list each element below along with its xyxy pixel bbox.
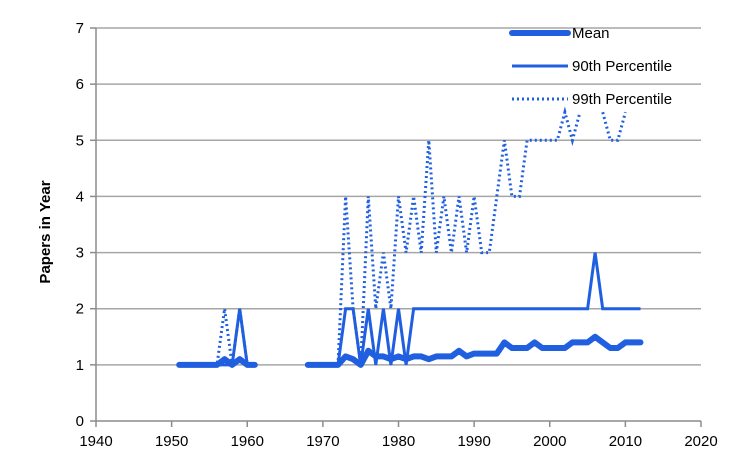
y-tick-label: 1 bbox=[76, 357, 84, 374]
x-tick-label: 1940 bbox=[79, 433, 112, 450]
series-line bbox=[179, 308, 255, 367]
legend-label: 99th Percentile bbox=[572, 91, 672, 108]
x-tick-label: 2020 bbox=[684, 433, 717, 450]
x-tick-label: 1960 bbox=[231, 433, 264, 450]
y-tick-label: 0 bbox=[76, 413, 84, 430]
series-99th-percentile bbox=[179, 106, 627, 367]
series-line bbox=[304, 333, 644, 368]
axes: 0 1 2 3 4 5 6 7 1940 1950 1960 1970 1980 1990 2000 2010… bbox=[76, 20, 718, 450]
y-tick-label: 3 bbox=[76, 245, 84, 262]
y-axis-title: Papers in Year bbox=[37, 180, 54, 283]
x-tick-label: 1990 bbox=[457, 433, 490, 450]
series-lines bbox=[176, 106, 644, 368]
series-line bbox=[601, 111, 627, 142]
x-tick-label: 1970 bbox=[306, 433, 339, 450]
y-tick-label: 6 bbox=[76, 76, 84, 93]
x-tick-label: 2000 bbox=[533, 433, 566, 450]
x-tick-label: 2010 bbox=[609, 433, 642, 450]
grid-lines bbox=[96, 27, 701, 366]
y-tick-label: 4 bbox=[76, 188, 84, 205]
series-line bbox=[307, 106, 582, 367]
series-line bbox=[307, 252, 641, 367]
legend-label: 90th Percentile bbox=[572, 58, 672, 75]
y-tick-label: 5 bbox=[76, 132, 84, 149]
y-tick-label: 2 bbox=[76, 301, 84, 318]
legend-label: Mean bbox=[572, 25, 610, 42]
y-tick-label: 7 bbox=[76, 20, 84, 37]
x-tick-label: 1950 bbox=[155, 433, 188, 450]
legend: Mean 90th Percentile 99th Percentile bbox=[509, 25, 672, 108]
x-tick-label: 1980 bbox=[382, 433, 415, 450]
